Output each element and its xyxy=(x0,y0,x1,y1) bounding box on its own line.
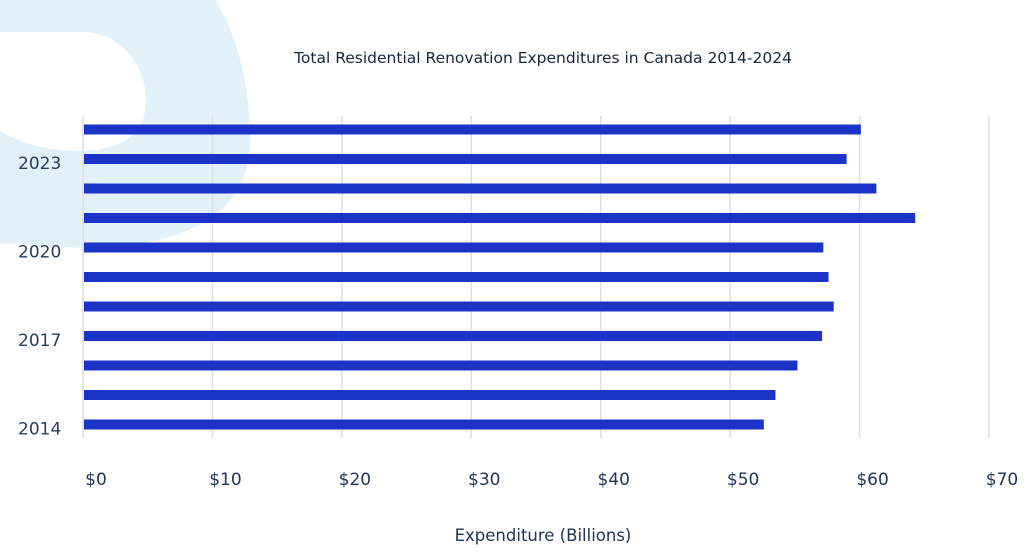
bar-2024 xyxy=(84,124,861,135)
y-tick-label: 2023 xyxy=(18,154,61,174)
x-tick-label: $0 xyxy=(85,470,107,490)
bar-2015 xyxy=(84,390,776,400)
x-tick-label: $40 xyxy=(597,470,629,490)
bar-2018 xyxy=(84,301,834,312)
bars xyxy=(84,124,916,430)
y-tick-labels: 2014 2017 2020 2023 xyxy=(18,154,61,440)
chart-title: Total Residential Renovation Expenditure… xyxy=(293,49,792,67)
bar-2022 xyxy=(84,183,877,194)
bar-2016 xyxy=(84,360,798,371)
bar-2014 xyxy=(84,419,764,430)
x-tick-label: $20 xyxy=(339,470,371,490)
bar-2020 xyxy=(84,242,824,253)
bar-2019 xyxy=(84,272,829,282)
y-tick-label: 2017 xyxy=(18,331,61,351)
x-tick-label: $60 xyxy=(856,470,888,490)
x-tick-label: $70 xyxy=(986,470,1018,490)
x-tick-label: $50 xyxy=(727,470,759,490)
y-tick-label: 2014 xyxy=(18,420,61,440)
x-tick-label: $30 xyxy=(468,470,500,490)
x-tick-label: $10 xyxy=(209,470,241,490)
bar-2021 xyxy=(84,213,916,223)
bar-2017 xyxy=(84,331,823,341)
x-axis-label: Expenditure (Billions) xyxy=(455,526,632,545)
y-tick-label: 2020 xyxy=(18,243,61,263)
bar-2023 xyxy=(84,154,847,164)
x-tick-labels: $0 $10 $20 $30 $40 $50 $60 $70 xyxy=(85,470,1018,490)
